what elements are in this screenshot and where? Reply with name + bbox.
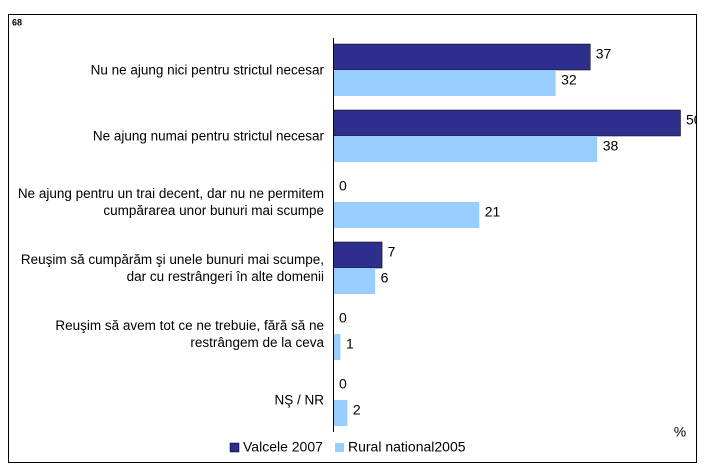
bar [333, 202, 480, 228]
value-label: 50 [686, 112, 702, 128]
bar [333, 109, 681, 137]
bar [333, 268, 376, 294]
legend-swatch [229, 442, 240, 453]
value-label: 32 [561, 72, 577, 88]
category-label: Ne ajung pentru un trai decent, dar nu n… [17, 186, 324, 218]
value-label: 21 [485, 204, 501, 220]
category-label: Reuşim să avem tot ce ne trebuie, fără s… [55, 318, 324, 350]
bar [333, 334, 341, 360]
category-label: Reuşim să cumpărăm şi unele bunuri mai s… [20, 252, 324, 284]
value-label: 7 [388, 244, 396, 260]
legend-label: Valcele 2007 [243, 439, 323, 455]
value-label: 0 [339, 178, 347, 194]
value-label: 6 [381, 270, 389, 286]
bar [333, 241, 383, 269]
value-label: 2 [353, 402, 361, 418]
value-label: 1 [346, 336, 354, 352]
bar [333, 136, 598, 162]
category-label: NŞ / NR [274, 392, 324, 408]
category-label: Nu ne ajung nici pentru strictul necesar [90, 62, 324, 78]
frame [8, 14, 697, 463]
value-label: 0 [339, 310, 347, 326]
legend-label: Rural national2005 [348, 439, 466, 455]
bar [333, 400, 348, 426]
value-label: 37 [596, 46, 612, 62]
legend-swatch [335, 443, 344, 452]
value-label: 0 [339, 376, 347, 392]
bar [333, 70, 556, 96]
x-axis-label: % [674, 424, 686, 440]
value-label: 38 [603, 138, 619, 154]
page-number: 68 [12, 17, 22, 27]
bar [333, 43, 591, 71]
category-label: Ne ajung numai pentru strictul necesar [92, 128, 324, 144]
